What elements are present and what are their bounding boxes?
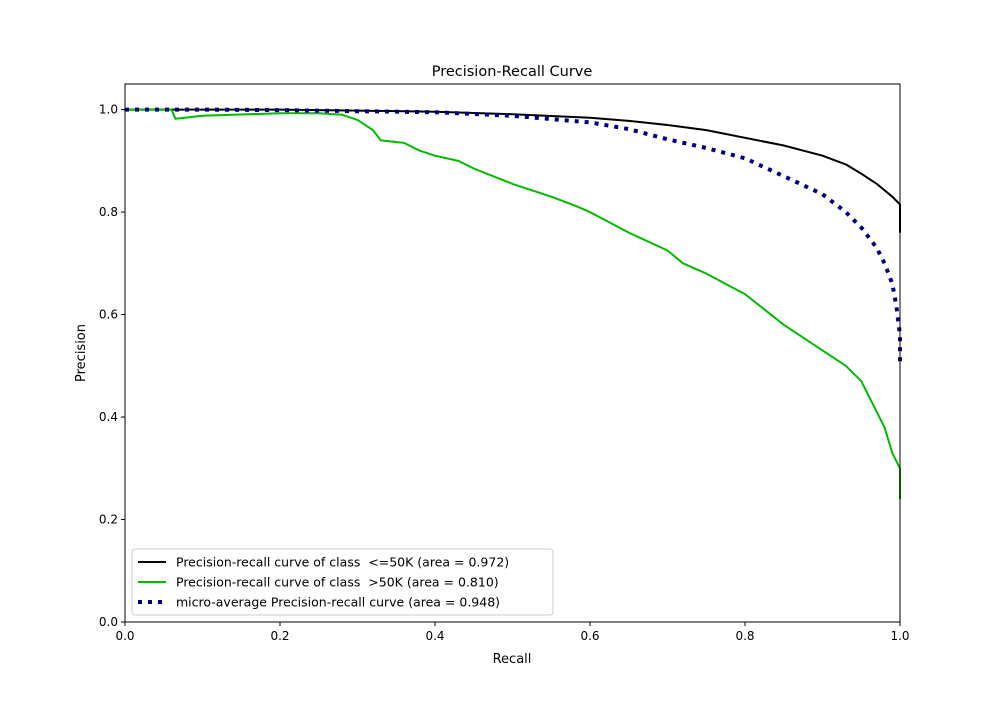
series-line-0 <box>125 108 901 233</box>
x-tick-label: 0.2 <box>270 629 289 643</box>
y-tick-label: 0.2 <box>99 513 118 527</box>
x-tick-label: 0.4 <box>425 629 444 643</box>
x-tick-label: 0.6 <box>580 629 599 643</box>
legend-label-1: Precision-recall curve of class >50K (ar… <box>176 575 499 590</box>
y-tick-label: 0.0 <box>99 615 118 629</box>
legend-box <box>131 548 554 616</box>
y-tick-label: 0.8 <box>99 205 118 219</box>
y-tick-label: 0.6 <box>99 308 118 322</box>
x-tick-label: 0.8 <box>735 629 754 643</box>
legend: Precision-recall curve of class <=50K (a… <box>131 548 554 616</box>
x-tick-label: 0.0 <box>115 629 134 643</box>
y-tick-label: 1.0 <box>99 103 118 117</box>
y-tick-label: 0.4 <box>99 410 118 424</box>
legend-label-0: Precision-recall curve of class <=50K (a… <box>176 555 509 570</box>
y-axis-ticks: 0.0 0.2 0.4 0.6 0.8 1.0 <box>99 103 125 629</box>
x-axis-ticks: 0.0 0.2 0.4 0.6 0.8 1.0 <box>115 622 910 643</box>
series-line-2 <box>125 107 902 366</box>
axes-frame <box>124 83 901 623</box>
y-axis-label: Precision <box>74 324 89 382</box>
x-axis-label: Recall <box>493 652 532 667</box>
x-tick-label: 1.0 <box>890 629 909 643</box>
plot-area <box>125 107 902 499</box>
chart-title: Precision-Recall Curve <box>432 64 593 80</box>
series-line-1 <box>125 108 901 499</box>
legend-label-2: micro-average Precision-recall curve (ar… <box>176 595 500 610</box>
